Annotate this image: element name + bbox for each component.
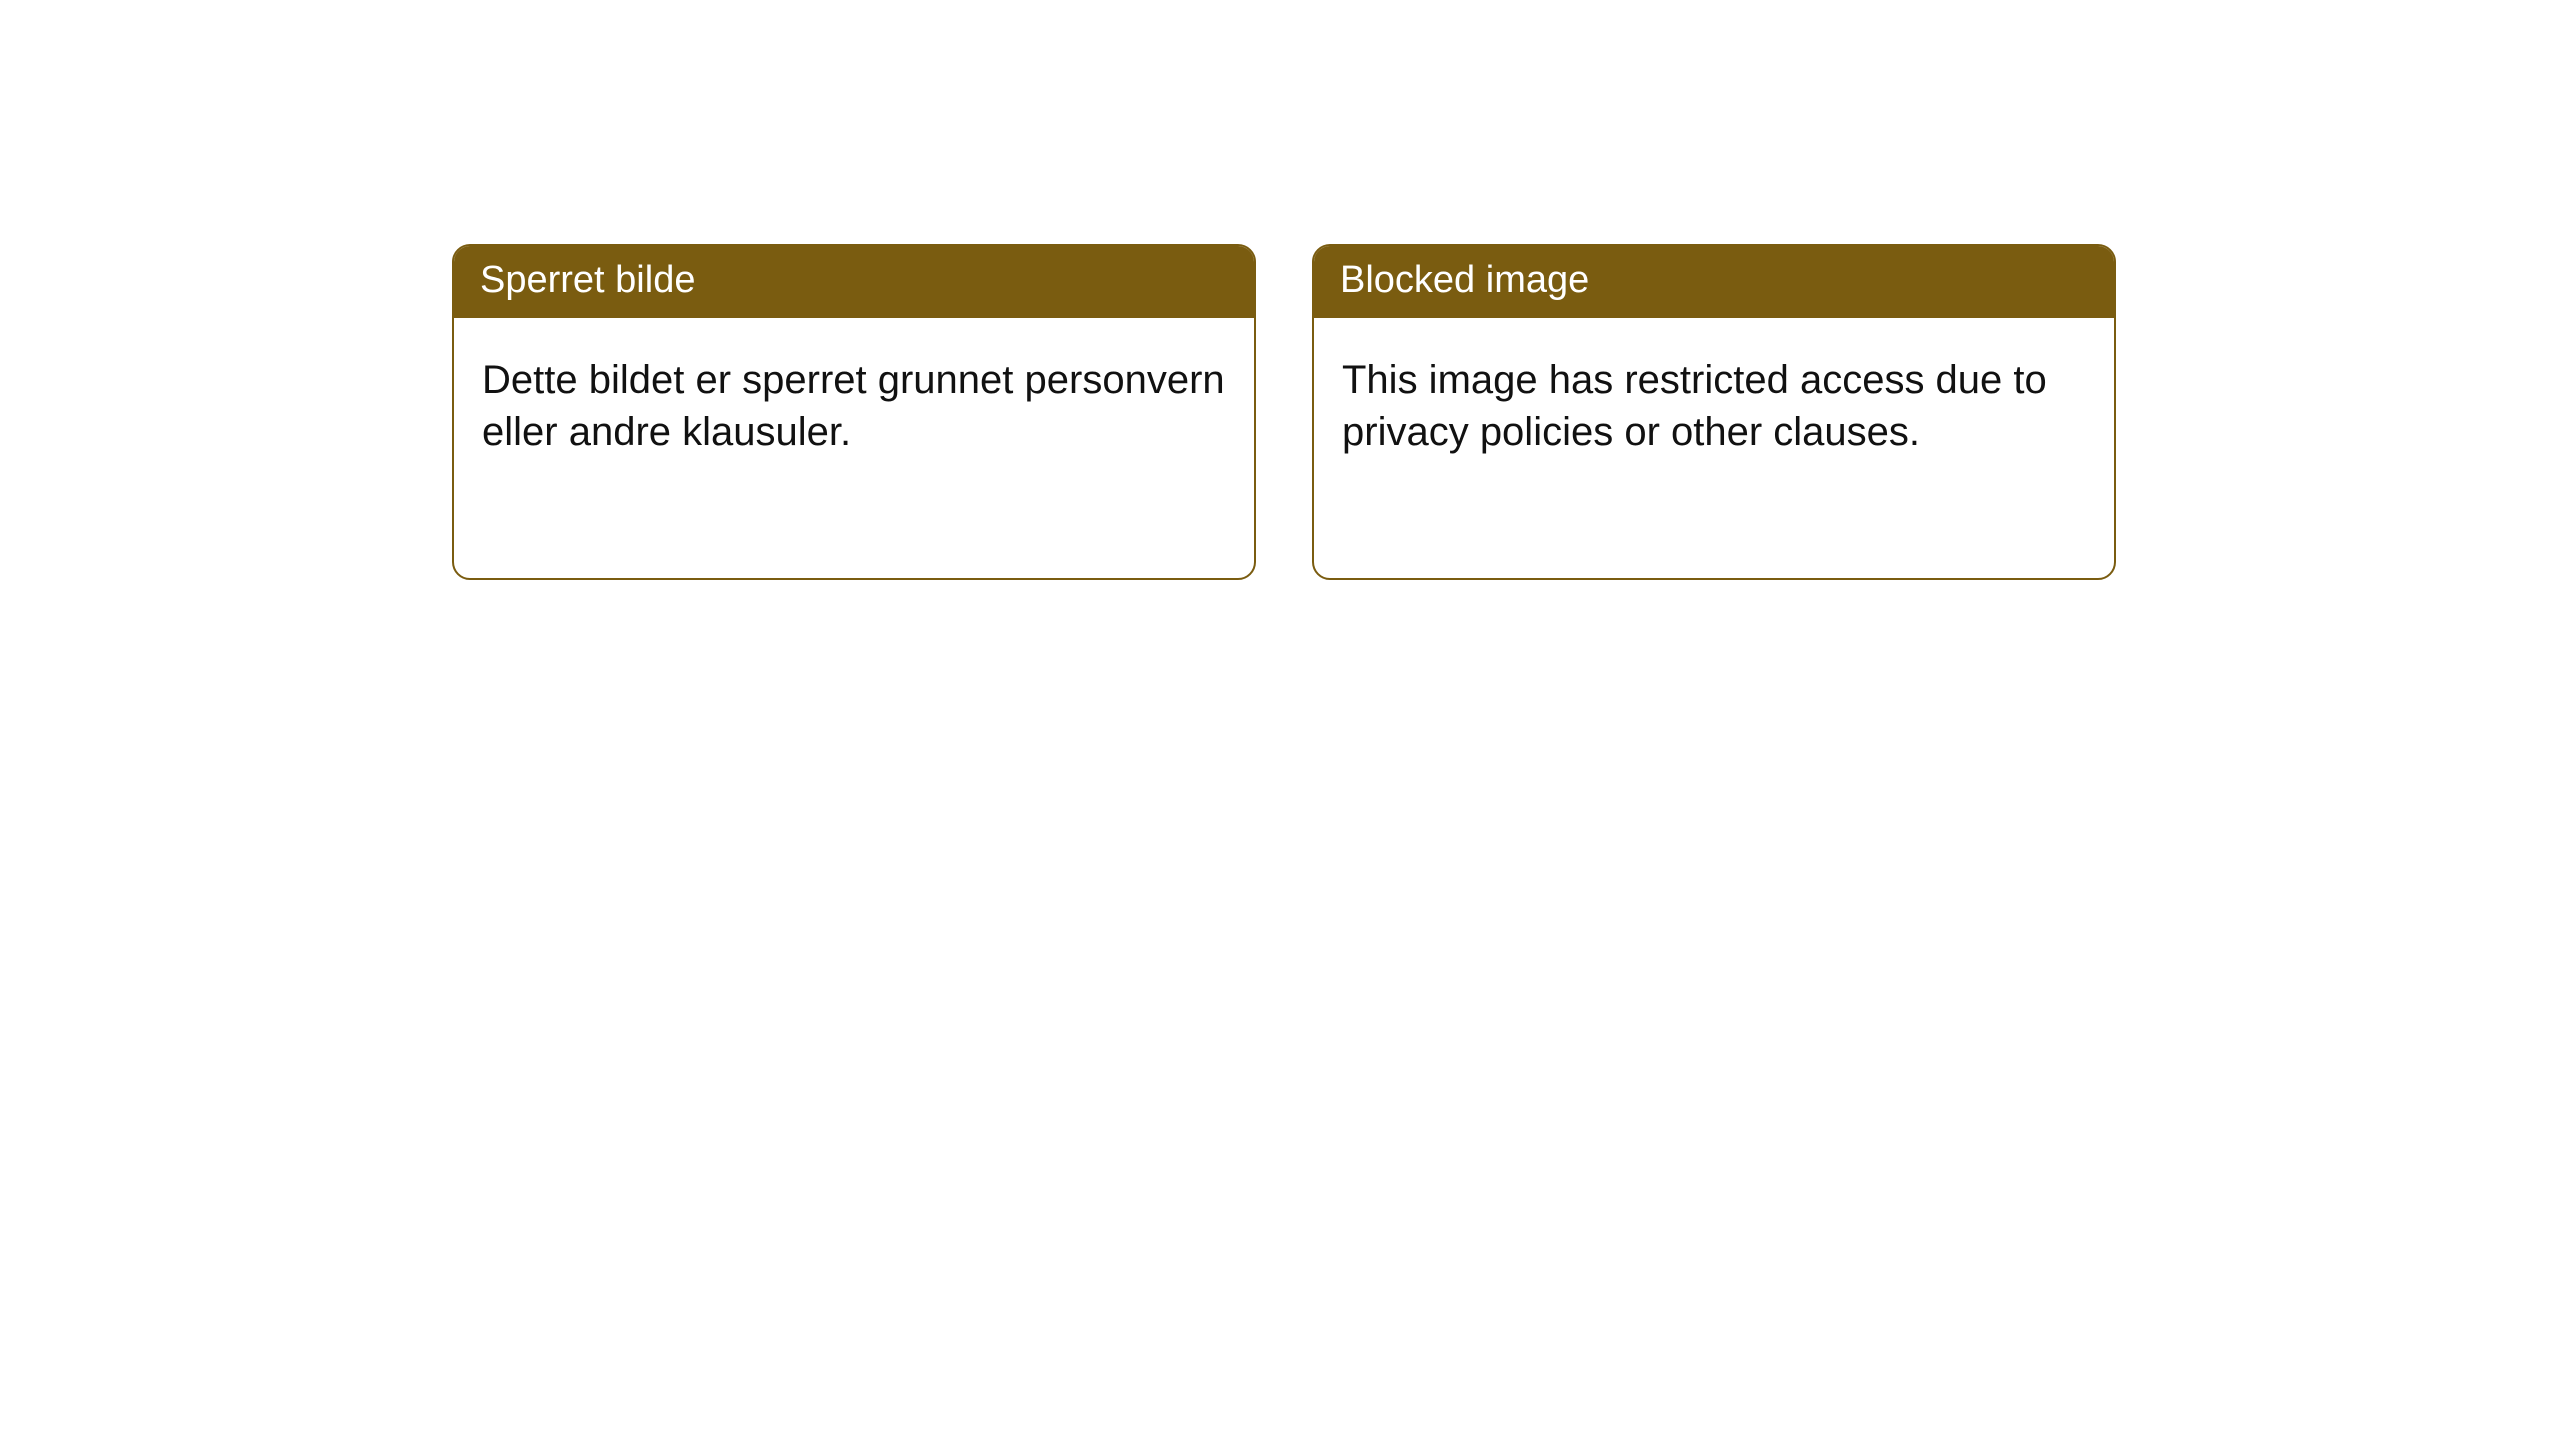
card-header: Blocked image [1314, 246, 2114, 318]
card-body: This image has restricted access due to … [1314, 318, 2114, 486]
notice-card-english: Blocked image This image has restricted … [1312, 244, 2116, 580]
notice-container: Sperret bilde Dette bildet er sperret gr… [452, 244, 2116, 580]
card-body: Dette bildet er sperret grunnet personve… [454, 318, 1254, 486]
card-header: Sperret bilde [454, 246, 1254, 318]
notice-card-norwegian: Sperret bilde Dette bildet er sperret gr… [452, 244, 1256, 580]
